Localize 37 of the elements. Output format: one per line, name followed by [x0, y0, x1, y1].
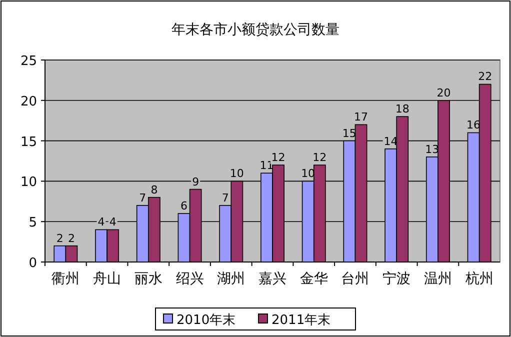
data-label: 4 [109, 216, 116, 229]
data-label: 2 [56, 232, 64, 245]
x-tick-label: 金华 [300, 271, 328, 287]
x-tick-label: 丽水 [134, 271, 162, 287]
x-tick-label: 舟山 [93, 271, 122, 287]
y-tick-label: 15 [20, 134, 37, 150]
title: 年末各市小额贷款公司数量 [172, 22, 340, 38]
data-label: 12 [312, 151, 327, 164]
data-label: 9 [192, 175, 200, 188]
data-label: 6 [180, 200, 188, 213]
x-tick-label: 衢州 [52, 271, 80, 287]
x-tick-label: 宁波 [382, 271, 411, 287]
y-tick-label: 5 [28, 216, 37, 231]
x-tick-label: 嘉兴 [258, 271, 286, 287]
legend-label: 2011年末 [272, 313, 331, 328]
x-tick-label: 杭州 [464, 271, 494, 287]
data-label: 7 [222, 191, 229, 204]
x-tick-label: 温州 [424, 271, 452, 287]
legend-label: 2010年末 [176, 313, 236, 328]
data-label: 7 [139, 191, 146, 204]
data-label: 2 [68, 232, 75, 245]
data-label: 22 [478, 70, 492, 84]
y-tick-label: 10 [20, 175, 37, 190]
data-label: 12 [271, 151, 286, 164]
data-label: 15 [342, 126, 356, 140]
x-tick-label: 台州 [341, 271, 370, 287]
data-label: 18 [395, 102, 410, 116]
data-label: 10 [230, 167, 244, 180]
data-label: 20 [436, 86, 451, 100]
x-tick-label: 湖州 [217, 271, 246, 287]
y-tick-label: 25 [20, 54, 37, 69]
data-label: 8 [150, 183, 158, 196]
data-label: 4 [98, 216, 105, 229]
x-tick-label: 绍兴 [176, 271, 204, 287]
y-tick-label: 0 [28, 256, 37, 271]
data-label: 17 [354, 110, 368, 124]
y-tick-label: 20 [20, 94, 37, 110]
